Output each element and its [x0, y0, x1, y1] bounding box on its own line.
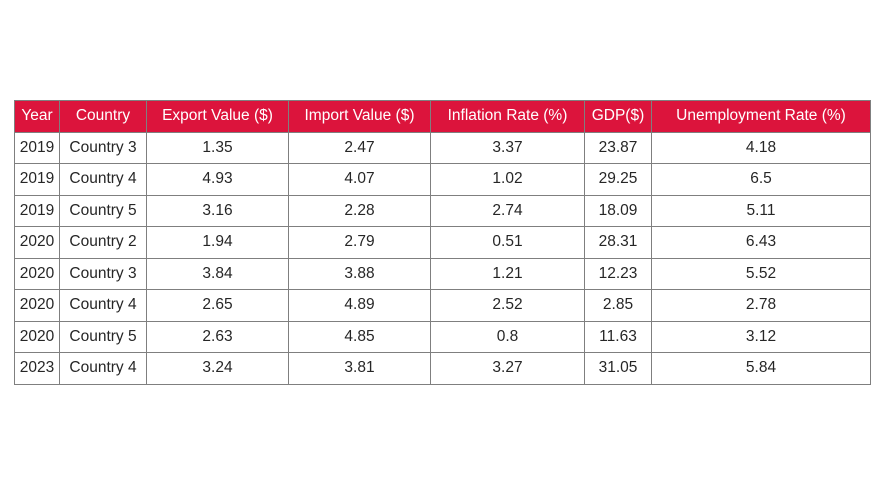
cell-import-value: 2.28 — [288, 194, 431, 227]
cell-unemployment-rate: 6.43 — [651, 226, 871, 259]
cell-import-value: 2.79 — [288, 226, 431, 259]
cell-gdp: 23.87 — [584, 131, 652, 164]
cell-inflation-rate: 1.02 — [430, 163, 585, 196]
table-row: 2020 Country 5 2.63 4.85 0.8 11.63 3.12 — [14, 320, 871, 353]
cell-export-value: 3.84 — [146, 257, 289, 290]
cell-inflation-rate: 2.52 — [430, 289, 585, 322]
column-header-gdp: GDP($) — [584, 100, 652, 133]
column-header-export-value: Export Value ($) — [146, 100, 289, 133]
cell-export-value: 1.94 — [146, 226, 289, 259]
cell-country: Country 5 — [59, 320, 147, 353]
cell-country: Country 2 — [59, 226, 147, 259]
column-header-country: Country — [59, 100, 147, 133]
cell-unemployment-rate: 3.12 — [651, 320, 871, 353]
cell-import-value: 4.85 — [288, 320, 431, 353]
cell-country: Country 4 — [59, 352, 147, 385]
column-header-unemployment-rate: Unemployment Rate (%) — [651, 100, 871, 133]
cell-unemployment-rate: 4.18 — [651, 131, 871, 164]
cell-unemployment-rate: 5.84 — [651, 352, 871, 385]
cell-country: Country 3 — [59, 257, 147, 290]
header-row: Year Country Export Value ($) Import Val… — [14, 100, 871, 133]
cell-export-value: 2.63 — [146, 320, 289, 353]
cell-gdp: 2.85 — [584, 289, 652, 322]
table-row: 2020 Country 4 2.65 4.89 2.52 2.85 2.78 — [14, 289, 871, 322]
cell-unemployment-rate: 5.11 — [651, 194, 871, 227]
cell-year: 2020 — [14, 320, 60, 353]
cell-unemployment-rate: 6.5 — [651, 163, 871, 196]
cell-gdp: 31.05 — [584, 352, 652, 385]
table-row: 2020 Country 3 3.84 3.88 1.21 12.23 5.52 — [14, 257, 871, 290]
cell-export-value: 3.24 — [146, 352, 289, 385]
data-table: Year Country Export Value ($) Import Val… — [14, 100, 871, 385]
cell-country: Country 3 — [59, 131, 147, 164]
cell-inflation-rate: 0.51 — [430, 226, 585, 259]
cell-inflation-rate: 2.74 — [430, 194, 585, 227]
cell-year: 2020 — [14, 226, 60, 259]
cell-year: 2019 — [14, 131, 60, 164]
cell-year: 2019 — [14, 194, 60, 227]
column-header-inflation-rate: Inflation Rate (%) — [430, 100, 585, 133]
column-header-year: Year — [14, 100, 60, 133]
cell-import-value: 3.81 — [288, 352, 431, 385]
cell-gdp: 29.25 — [584, 163, 652, 196]
cell-unemployment-rate: 5.52 — [651, 257, 871, 290]
column-header-import-value: Import Value ($) — [288, 100, 431, 133]
cell-gdp: 12.23 — [584, 257, 652, 290]
cell-gdp: 18.09 — [584, 194, 652, 227]
table-body: 2019 Country 3 1.35 2.47 3.37 23.87 4.18 2019 Co… — [14, 131, 871, 385]
cell-country: Country 4 — [59, 289, 147, 322]
cell-country: Country 5 — [59, 194, 147, 227]
cell-country: Country 4 — [59, 163, 147, 196]
cell-import-value: 3.88 — [288, 257, 431, 290]
table-row: 2019 Country 3 1.35 2.47 3.37 23.87 4.18 — [14, 131, 871, 164]
cell-gdp: 11.63 — [584, 320, 652, 353]
cell-export-value: 2.65 — [146, 289, 289, 322]
cell-unemployment-rate: 2.78 — [651, 289, 871, 322]
data-table-container: Year Country Export Value ($) Import Val… — [14, 100, 871, 385]
table-row: 2019 Country 5 3.16 2.28 2.74 18.09 5.11 — [14, 194, 871, 227]
cell-export-value: 4.93 — [146, 163, 289, 196]
cell-import-value: 4.07 — [288, 163, 431, 196]
cell-gdp: 28.31 — [584, 226, 652, 259]
cell-year: 2023 — [14, 352, 60, 385]
cell-export-value: 3.16 — [146, 194, 289, 227]
cell-year: 2020 — [14, 257, 60, 290]
cell-inflation-rate: 1.21 — [430, 257, 585, 290]
cell-import-value: 4.89 — [288, 289, 431, 322]
cell-import-value: 2.47 — [288, 131, 431, 164]
cell-export-value: 1.35 — [146, 131, 289, 164]
cell-inflation-rate: 3.37 — [430, 131, 585, 164]
cell-year: 2020 — [14, 289, 60, 322]
table-row: 2019 Country 4 4.93 4.07 1.02 29.25 6.5 — [14, 163, 871, 196]
cell-year: 2019 — [14, 163, 60, 196]
table-row: 2023 Country 4 3.24 3.81 3.27 31.05 5.84 — [14, 352, 871, 385]
table-row: 2020 Country 2 1.94 2.79 0.51 28.31 6.43 — [14, 226, 871, 259]
cell-inflation-rate: 3.27 — [430, 352, 585, 385]
cell-inflation-rate: 0.8 — [430, 320, 585, 353]
